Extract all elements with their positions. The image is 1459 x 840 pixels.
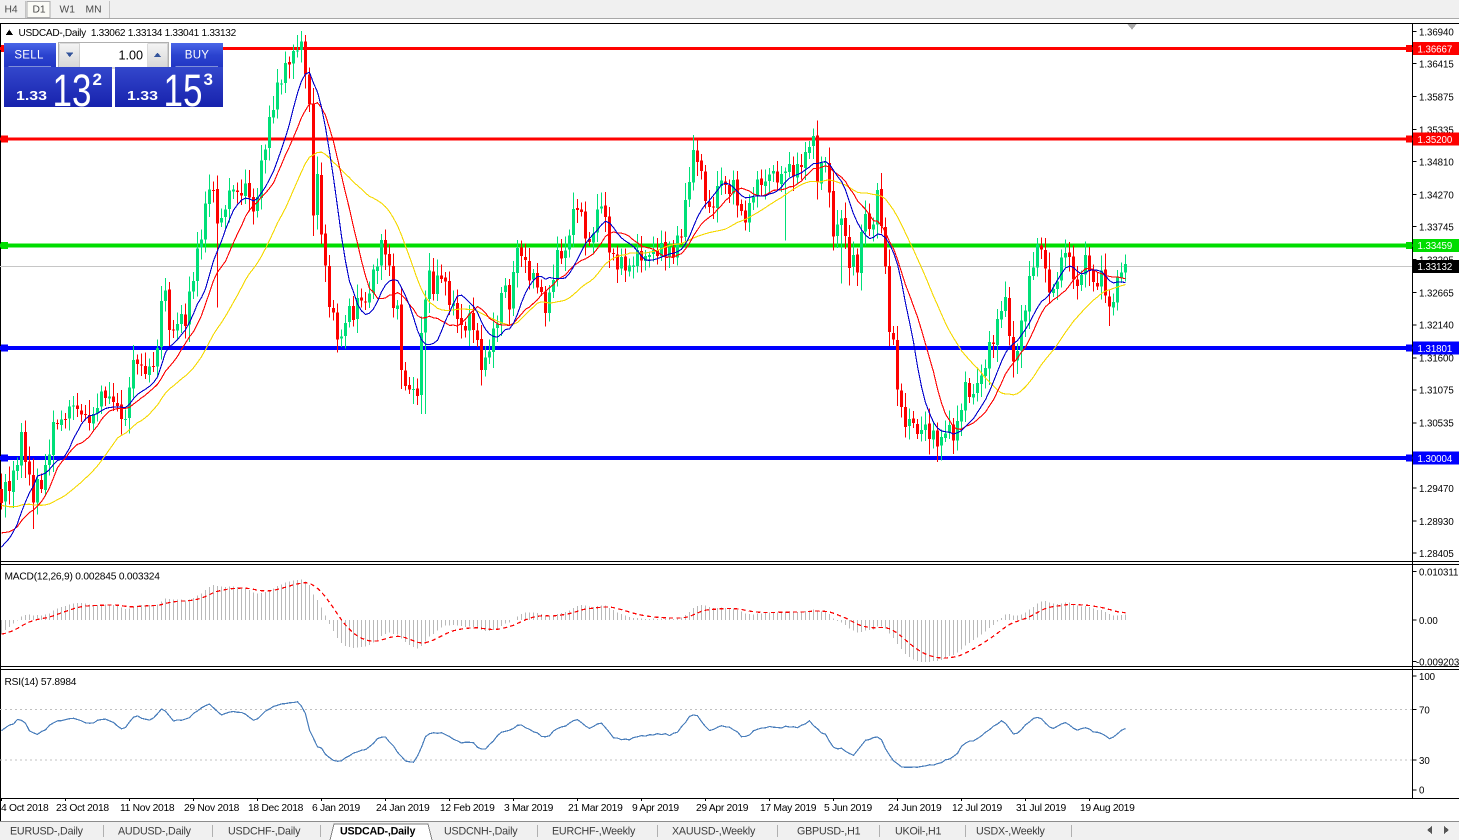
svg-text:USDCAD-,Daily 1.33062 1.33134: USDCAD-,Daily 1.33062 1.33134 1.33041 1.… xyxy=(19,28,237,39)
svg-text:USDCAD-,Daily: USDCAD-,Daily xyxy=(340,826,415,838)
svg-text:70: 70 xyxy=(1419,706,1430,717)
svg-text:RSI(14) 57.8984: RSI(14) 57.8984 xyxy=(5,677,77,688)
svg-text:1.35200: 1.35200 xyxy=(1418,135,1453,146)
svg-text:31 Jul 2019: 31 Jul 2019 xyxy=(1016,803,1067,814)
svg-text:USDCHF-,Daily: USDCHF-,Daily xyxy=(228,826,301,838)
svg-text:1.31075: 1.31075 xyxy=(1419,386,1454,397)
svg-text:1.36415: 1.36415 xyxy=(1419,59,1454,70)
svg-text:4 Oct 2018: 4 Oct 2018 xyxy=(1,803,49,814)
svg-text:UKOil-,H1: UKOil-,H1 xyxy=(895,826,942,838)
svg-text:1.28405: 1.28405 xyxy=(1419,549,1454,560)
svg-text:1.00: 1.00 xyxy=(118,49,143,63)
svg-text:1.31801: 1.31801 xyxy=(1418,344,1453,355)
svg-text:1.33459: 1.33459 xyxy=(1418,241,1453,252)
svg-text:3 Mar 2019: 3 Mar 2019 xyxy=(504,803,554,814)
svg-text:-0.009203: -0.009203 xyxy=(1416,657,1459,668)
svg-text:30: 30 xyxy=(1419,756,1430,767)
svg-text:0.00: 0.00 xyxy=(1419,616,1438,627)
svg-text:29 Apr 2019: 29 Apr 2019 xyxy=(696,803,749,814)
svg-text:0.010311: 0.010311 xyxy=(1419,567,1458,578)
svg-text:15: 15 xyxy=(164,65,203,116)
svg-text:SELL: SELL xyxy=(14,50,44,62)
svg-text:USDCNH-,Daily: USDCNH-,Daily xyxy=(444,826,518,838)
svg-text:29 Nov 2018: 29 Nov 2018 xyxy=(184,803,240,814)
svg-text:24 Jan 2019: 24 Jan 2019 xyxy=(376,803,430,814)
svg-text:1.29470: 1.29470 xyxy=(1419,484,1454,495)
svg-text:3: 3 xyxy=(204,70,213,89)
svg-text:EURCHF-,Weekly: EURCHF-,Weekly xyxy=(552,826,636,838)
svg-text:100: 100 xyxy=(1419,672,1436,683)
svg-text:1.35335: 1.35335 xyxy=(1419,125,1454,136)
svg-text:D1: D1 xyxy=(33,5,46,16)
svg-text:EURUSD-,Daily: EURUSD-,Daily xyxy=(10,826,84,838)
svg-text:AUDUSD-,Daily: AUDUSD-,Daily xyxy=(118,826,192,838)
svg-text:BUY: BUY xyxy=(185,50,210,62)
svg-text:0: 0 xyxy=(1419,786,1425,797)
svg-text:11 Nov 2018: 11 Nov 2018 xyxy=(120,803,175,814)
svg-text:6 Jan 2019: 6 Jan 2019 xyxy=(312,803,361,814)
svg-text:5 Jun 2019: 5 Jun 2019 xyxy=(824,803,873,814)
svg-text:W1: W1 xyxy=(60,5,76,16)
svg-text:12 Jul 2019: 12 Jul 2019 xyxy=(952,803,1003,814)
svg-text:1.33: 1.33 xyxy=(127,88,158,103)
svg-text:MN: MN xyxy=(86,5,102,16)
svg-text:1.36667: 1.36667 xyxy=(1418,44,1453,55)
svg-text:1.34810: 1.34810 xyxy=(1419,158,1454,169)
svg-text:MACD(12,26,9) 0.002845 0.00332: MACD(12,26,9) 0.002845 0.003324 xyxy=(5,572,161,583)
svg-text:17 May 2019: 17 May 2019 xyxy=(760,803,817,814)
svg-text:1.36940: 1.36940 xyxy=(1419,27,1454,38)
svg-text:1.30004: 1.30004 xyxy=(1418,454,1453,465)
svg-text:1.33132: 1.33132 xyxy=(1418,262,1453,273)
svg-text:USDX-,Weekly: USDX-,Weekly xyxy=(976,826,1046,838)
svg-text:1.28930: 1.28930 xyxy=(1419,517,1454,528)
svg-text:1.32665: 1.32665 xyxy=(1419,289,1454,300)
svg-text:13: 13 xyxy=(53,65,92,116)
svg-text:1.34270: 1.34270 xyxy=(1419,191,1454,202)
svg-text:18 Dec 2018: 18 Dec 2018 xyxy=(248,803,304,814)
svg-text:1.30535: 1.30535 xyxy=(1419,419,1454,430)
svg-text:GBPUSD-,H1: GBPUSD-,H1 xyxy=(797,826,861,838)
svg-text:1.31600: 1.31600 xyxy=(1419,354,1454,365)
svg-text:1.35875: 1.35875 xyxy=(1419,92,1454,103)
svg-text:21 Mar 2019: 21 Mar 2019 xyxy=(568,803,623,814)
svg-text:H4: H4 xyxy=(5,5,18,16)
svg-text:19 Aug 2019: 19 Aug 2019 xyxy=(1080,803,1135,814)
svg-text:9 Apr 2019: 9 Apr 2019 xyxy=(632,803,679,814)
svg-text:2: 2 xyxy=(93,70,102,89)
svg-text:23 Oct 2018: 23 Oct 2018 xyxy=(56,803,109,814)
svg-text:12 Feb 2019: 12 Feb 2019 xyxy=(440,803,495,814)
svg-text:XAUUSD-,Weekly: XAUUSD-,Weekly xyxy=(672,826,756,838)
svg-text:1.33745: 1.33745 xyxy=(1419,223,1454,234)
svg-text:1.33: 1.33 xyxy=(16,88,47,103)
svg-text:1.32140: 1.32140 xyxy=(1419,321,1454,332)
svg-text:24 Jun 2019: 24 Jun 2019 xyxy=(888,803,942,814)
